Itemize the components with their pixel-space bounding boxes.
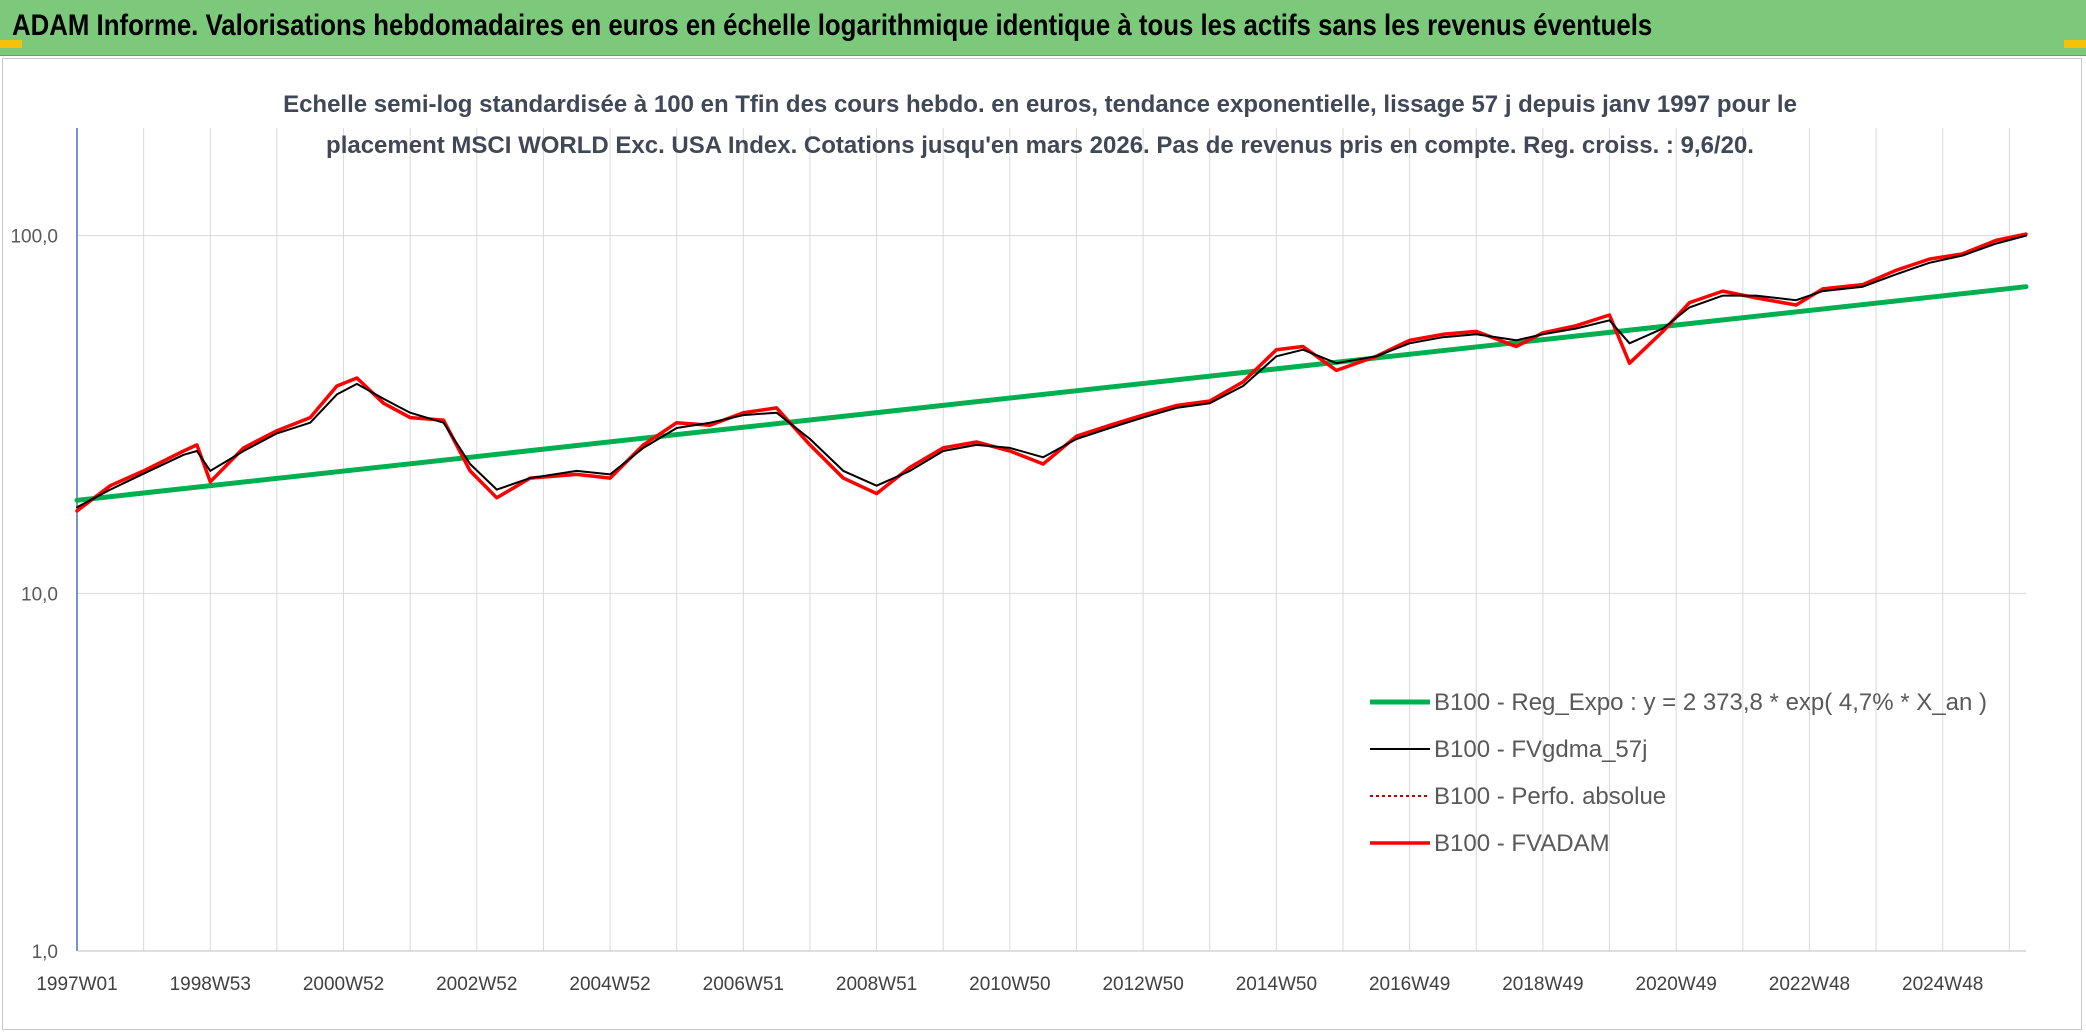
x-tick-label: 2002W52 bbox=[436, 974, 517, 995]
x-tick-label: 2008W51 bbox=[836, 974, 917, 995]
x-tick-label: 1998W53 bbox=[170, 974, 251, 995]
x-tick-label: 2020W49 bbox=[1636, 974, 1717, 995]
x-tick-label: 2000W52 bbox=[303, 974, 384, 995]
page-title: ADAM Informe. Valorisations hebdomadaire… bbox=[12, 9, 1653, 42]
x-tick-labels: 1997W01 1998W53 2000W52 2002W52 2004W52 2006W… bbox=[36, 974, 1983, 995]
x-tick-label: 2006W51 bbox=[703, 974, 784, 995]
grid bbox=[77, 128, 2026, 951]
corner-marker bbox=[0, 40, 22, 48]
y-tick-label: 1,0 bbox=[32, 942, 58, 963]
x-tick-label: 2022W48 bbox=[1769, 974, 1850, 995]
y-tick-labels: 1,0 10,0 100,0 bbox=[10, 227, 58, 963]
legend-label-fvadam: B100 - FVADAM bbox=[1434, 830, 1610, 857]
x-tick-label: 2024W48 bbox=[1902, 974, 1983, 995]
chart-title-line-1: Echelle semi-log standardisée à 100 en T… bbox=[283, 91, 1797, 118]
legend-label-perfo: B100 - Perfo. absolue bbox=[1434, 783, 1666, 810]
x-tick-label: 1997W01 bbox=[36, 974, 117, 995]
chart-frame bbox=[2, 58, 2082, 1030]
series bbox=[74, 232, 2029, 513]
axes bbox=[76, 128, 2026, 952]
x-tick-label: 2004W52 bbox=[569, 974, 650, 995]
corner-marker bbox=[2064, 40, 2086, 48]
y-tick-label: 100,0 bbox=[10, 227, 58, 248]
x-tick-label: 2010W50 bbox=[969, 974, 1050, 995]
y-tick-label: 10,0 bbox=[21, 584, 58, 605]
legend-label-fvgdma: B100 - FVgdma_57j bbox=[1434, 736, 1647, 763]
x-tick-label: 2014W50 bbox=[1236, 974, 1317, 995]
series-line-regression bbox=[74, 284, 2029, 503]
x-tick-label: 2016W49 bbox=[1369, 974, 1450, 995]
chart-title: Echelle semi-log standardisée à 100 en T… bbox=[283, 91, 1797, 159]
x-tick-label: 2012W50 bbox=[1102, 974, 1183, 995]
header-bar: ADAM Informe. Valorisations hebdomadaire… bbox=[0, 0, 2086, 56]
series-line-fvgdma bbox=[76, 234, 2027, 509]
series-line-fvadam bbox=[75, 232, 2028, 513]
chart-title-line-2: placement MSCI WORLD Exc. USA Index. Cot… bbox=[326, 132, 1754, 159]
legend-label-regression: B100 - Reg_Expo : y = 2 373,8 * exp( 4,7… bbox=[1434, 689, 1987, 716]
legend: B100 - Reg_Expo : y = 2 373,8 * exp( 4,7… bbox=[1370, 689, 1987, 857]
x-tick-label: 2018W49 bbox=[1502, 974, 1583, 995]
